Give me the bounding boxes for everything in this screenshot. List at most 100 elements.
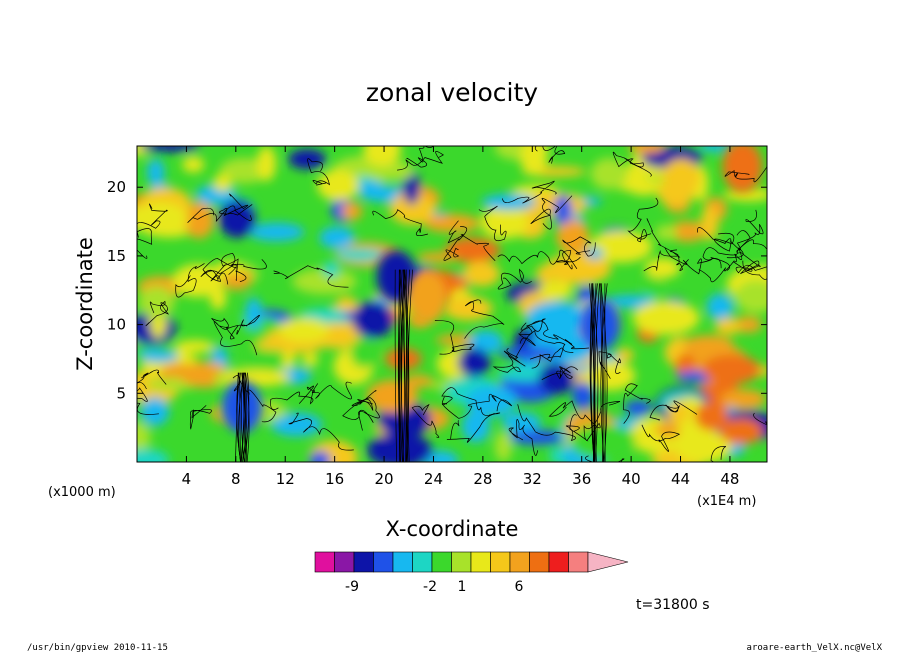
- contour-line: [733, 260, 767, 280]
- field-blob: [219, 157, 270, 184]
- colorbar-swatch: [470, 551, 491, 573]
- field-core: [222, 381, 262, 434]
- contour-line: [556, 250, 581, 270]
- contour-line: [288, 412, 354, 451]
- contour-line: [612, 151, 652, 177]
- field-blob: [644, 257, 681, 279]
- colorbar-swatch: [353, 551, 374, 573]
- plume-contour: [600, 283, 608, 462]
- field-blob: [461, 410, 491, 443]
- contour-line: [225, 315, 260, 340]
- contour-line: [646, 218, 689, 271]
- contour-line: [298, 381, 352, 404]
- plume-contour: [239, 372, 241, 462]
- contour-line: [351, 390, 380, 419]
- field-blob: [389, 193, 436, 225]
- colorbar-swatch: [529, 551, 550, 573]
- contour-line: [492, 350, 526, 373]
- field-blob: [137, 202, 188, 237]
- field-blob: [351, 300, 394, 339]
- contour-line: [441, 387, 495, 416]
- contour-line: [372, 209, 428, 236]
- field-blob: [556, 219, 589, 254]
- field-blob: [468, 330, 504, 354]
- field-blob: [378, 161, 415, 181]
- colorbar-swatch: [548, 551, 569, 573]
- contour-line: [397, 151, 444, 171]
- contour-line: [221, 252, 247, 282]
- contour-line: [623, 383, 651, 424]
- field-blob: [694, 401, 729, 431]
- field-blob: [302, 352, 319, 367]
- field-blob: [506, 429, 570, 446]
- field-blob: [496, 346, 562, 360]
- contour-line: [497, 249, 578, 269]
- field-blob: [655, 224, 678, 241]
- field-blob: [494, 431, 513, 462]
- contour-line: [649, 400, 698, 421]
- contour-line: [211, 317, 258, 356]
- contour-line: [529, 347, 563, 369]
- field-blob: [309, 451, 331, 462]
- field-blob: [714, 318, 742, 335]
- contour-line: [698, 247, 744, 283]
- colorbar-swatch: [431, 551, 452, 573]
- contour-line: [710, 446, 727, 462]
- contour-line: [137, 228, 153, 259]
- field-blob: [341, 202, 363, 221]
- field-blob: [358, 180, 386, 201]
- contour-line: [307, 158, 331, 186]
- field-blob: [384, 348, 422, 370]
- field-blob: [706, 293, 734, 321]
- field-blob: [319, 226, 355, 249]
- contour-line: [464, 299, 505, 339]
- plot-frame: [136, 145, 768, 463]
- contour-line: [643, 249, 681, 272]
- plume-contour: [403, 269, 409, 462]
- field-blob: [481, 194, 536, 210]
- y-tick-label: 10: [107, 316, 126, 334]
- plume-contour: [600, 283, 604, 462]
- field-blob: [245, 297, 263, 330]
- colorbar-arrow: [587, 551, 629, 573]
- x-unit-label: (x1E4 m): [697, 494, 756, 509]
- field-blob: [140, 397, 170, 426]
- x-tick-label: 44: [671, 470, 690, 488]
- contour-line: [137, 382, 159, 415]
- plume-contour: [236, 372, 242, 462]
- field-blob: [673, 425, 733, 462]
- x-tick-label: 16: [325, 470, 344, 488]
- field-blob: [724, 187, 767, 202]
- field-blob: [146, 158, 165, 185]
- contour-line: [664, 247, 731, 275]
- field-blob: [536, 264, 555, 283]
- contour-line: [443, 226, 468, 261]
- y-axis-label: Z-coordinate: [73, 237, 97, 371]
- plume-contour: [592, 283, 599, 462]
- field-blob: [682, 335, 734, 355]
- field-blob: [172, 264, 224, 298]
- contour-line: [497, 268, 532, 290]
- field-blob: [323, 261, 340, 278]
- field-blob: [270, 412, 323, 437]
- y-tick-label: 20: [107, 178, 126, 196]
- x-tick-label: 12: [276, 470, 295, 488]
- field-blob: [734, 279, 767, 314]
- velocity-field: [137, 146, 767, 462]
- field-blob: [137, 448, 170, 462]
- contour-line: [202, 257, 238, 282]
- field-blob: [538, 280, 573, 300]
- contour-line: [506, 330, 574, 359]
- contour-line: [508, 419, 538, 456]
- x-tick-label: 32: [523, 470, 542, 488]
- plume-contour: [404, 269, 410, 462]
- chart-title: zonal velocity: [366, 78, 538, 107]
- contour-line: [736, 230, 761, 275]
- field-blob: [720, 418, 763, 445]
- field-blob: [218, 200, 256, 238]
- field-core: [407, 271, 448, 324]
- field-blob: [138, 349, 179, 363]
- x-tick-label: 24: [424, 470, 443, 488]
- contour-line: [145, 300, 170, 327]
- x-tick-label: 36: [572, 470, 591, 488]
